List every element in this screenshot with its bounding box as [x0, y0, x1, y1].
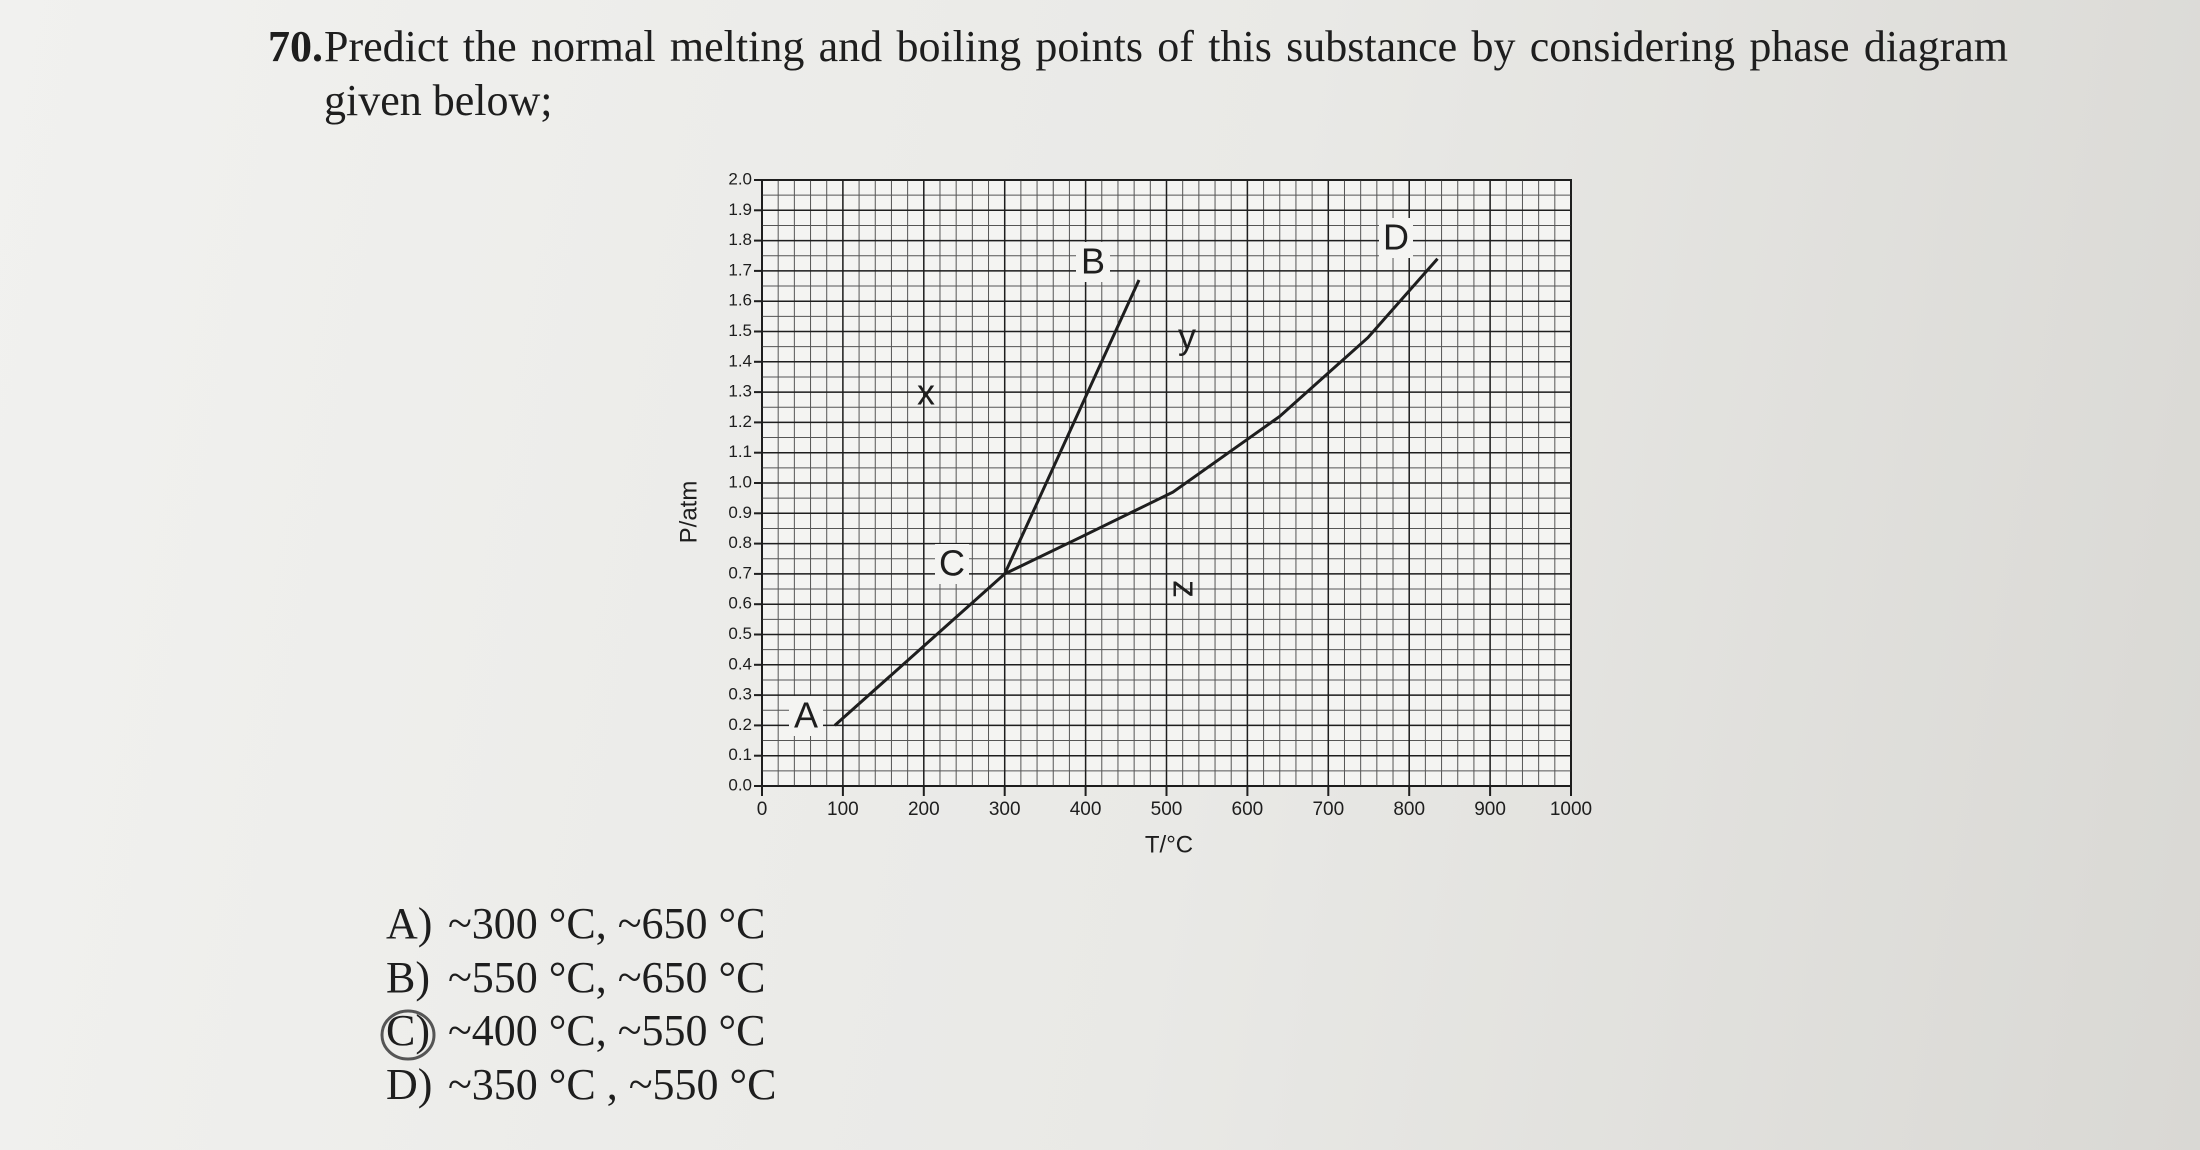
- option: D) ~350 °C , ~550 °C: [386, 1059, 777, 1110]
- x-tick-label: 800: [1393, 799, 1425, 820]
- region-label: A: [794, 695, 818, 736]
- region-label: z: [1165, 580, 1206, 598]
- y-tick-label: 0.9: [728, 503, 752, 522]
- y-tick-label: 0.4: [728, 654, 752, 673]
- option-text: ~550 °C, ~650 °C: [448, 953, 766, 1002]
- y-tick-label: 0.7: [728, 563, 752, 582]
- y-axis-label: P/atm: [675, 481, 702, 544]
- option-letter: C): [386, 1006, 430, 1055]
- x-axis-label: T/°C: [1145, 831, 1193, 858]
- region-label: C: [939, 543, 965, 584]
- y-tick-label: 0.1: [728, 745, 752, 764]
- option: B) ~550 °C, ~650 °C: [386, 952, 766, 1003]
- label-box: [1076, 242, 1110, 282]
- option-text: ~400 °C, ~550 °C: [448, 1006, 766, 1055]
- phase-boundary: [833, 572, 1006, 727]
- region-label: y: [1178, 316, 1196, 357]
- y-tick-label: 1.9: [728, 200, 752, 219]
- y-tick-label: 0.3: [728, 685, 752, 704]
- y-tick-label: 1.1: [728, 442, 752, 461]
- y-tick-label: 0.6: [728, 594, 752, 613]
- x-tick-label: 100: [827, 799, 859, 820]
- y-tick-label: 1.3: [728, 382, 752, 401]
- x-tick-label: 1000: [1550, 799, 1592, 820]
- x-tick-label: 0: [757, 799, 768, 820]
- y-tick-label: 1.8: [728, 230, 752, 249]
- y-tick-label: 1.4: [728, 351, 752, 370]
- option-text: ~300 °C, ~650 °C: [448, 899, 766, 948]
- hand-circle: [380, 1009, 436, 1061]
- x-tick-label: 500: [1151, 799, 1183, 820]
- x-tick-label: 900: [1474, 799, 1506, 820]
- x-tick-label: 400: [1070, 799, 1102, 820]
- y-tick-label: 1.0: [728, 472, 752, 491]
- question: 70. Predict the normal melting and boili…: [268, 20, 2008, 128]
- y-tick-label: 1.6: [728, 291, 752, 310]
- y-tick-label: 1.5: [728, 321, 752, 340]
- x-tick-label: 700: [1312, 799, 1344, 820]
- question-number: 70.: [268, 22, 323, 71]
- label-box: [1379, 218, 1413, 258]
- y-tick-label: 0.5: [728, 624, 752, 643]
- option: A) ~300 °C, ~650 °C: [386, 898, 766, 949]
- y-tick-label: 0.2: [728, 715, 752, 734]
- y-tick-label: 0.8: [728, 533, 752, 552]
- option: C) ~400 °C, ~550 °C: [386, 1005, 766, 1056]
- region-label: D: [1383, 217, 1409, 258]
- x-tick-label: 200: [908, 799, 940, 820]
- y-tick-label: 0.0: [728, 775, 752, 794]
- option-text: ~350 °C , ~550 °C: [448, 1060, 777, 1109]
- region-label: x: [917, 372, 935, 413]
- option-letter: A): [386, 899, 433, 948]
- region-label: B: [1081, 241, 1105, 282]
- question-text: Predict the normal melting and boiling p…: [324, 22, 2008, 125]
- x-tick-label: 300: [989, 799, 1021, 820]
- label-box: [935, 544, 969, 584]
- option-letter: D): [386, 1060, 433, 1109]
- y-tick-label: 1.7: [728, 260, 752, 279]
- x-tick-label: 600: [1232, 799, 1264, 820]
- phase-boundary: [1004, 257, 1439, 576]
- phase-boundary: [1003, 279, 1141, 575]
- label-box: [789, 696, 823, 736]
- y-tick-label: 1.2: [728, 412, 752, 431]
- y-tick-label: 2.0: [728, 169, 752, 188]
- option-letter: B): [386, 953, 430, 1002]
